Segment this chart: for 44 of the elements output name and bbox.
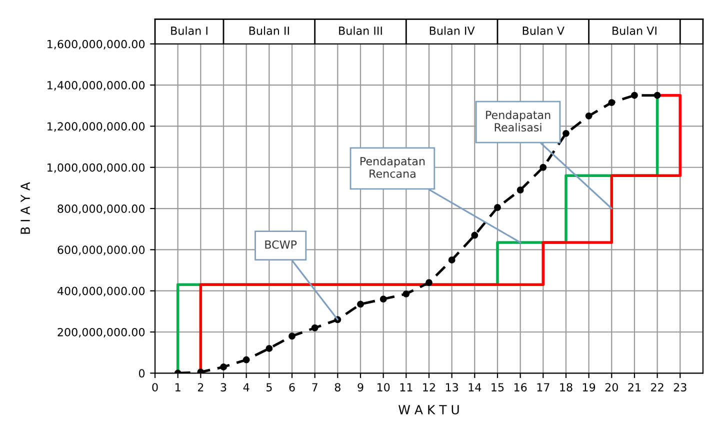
x-tick-label: 0 xyxy=(152,383,158,392)
x-tick-label: 3 xyxy=(220,383,226,392)
y-tick-label: 1,600,000,000.00 xyxy=(48,40,145,50)
x-tick-label: 14 xyxy=(468,383,482,392)
x-tick-label: 5 xyxy=(266,383,272,392)
y-tick-label: 1,200,000,000.00 xyxy=(48,122,145,132)
x-tick-label: 20 xyxy=(605,383,618,392)
annotation: Pendapatan Rencana xyxy=(360,156,425,178)
y-tick-label: 1,400,000,000.00 xyxy=(48,81,145,91)
y-tick-label: 0 xyxy=(138,369,145,378)
x-tick-label: 1 xyxy=(176,383,180,392)
x-tick-label: 21 xyxy=(628,383,641,392)
text: Bulan III xyxy=(339,26,382,35)
text: Bulan V xyxy=(522,26,564,35)
x-tick-label: 8 xyxy=(334,383,340,392)
y-tick-label: 200,000,000.00 xyxy=(58,328,145,338)
text: Bulan II xyxy=(249,26,289,35)
x-tick-label: 15 xyxy=(492,383,504,392)
text: Bulan I xyxy=(171,26,208,35)
x-axis-title: W A K T U xyxy=(398,405,459,414)
y-axis-title: B I A Y A xyxy=(20,182,30,234)
annotation: BCWP xyxy=(265,240,297,249)
annotation: Pendapatan Realisasi xyxy=(486,110,550,132)
x-tick-label: 16 xyxy=(514,383,527,392)
x-tick-label: 7 xyxy=(312,383,318,392)
y-tick-label: 600,000,000.00 xyxy=(58,246,145,256)
y-tick-label: 800,000,000.00 xyxy=(58,204,145,214)
y-tick-label: 1,000,000,000.00 xyxy=(48,163,145,173)
x-tick-label: 23 xyxy=(674,383,686,392)
x-tick-label: 18 xyxy=(560,383,572,392)
x-tick-label: 11 xyxy=(400,383,412,392)
x-tick-label: 17 xyxy=(537,383,550,392)
x-tick-label: 4 xyxy=(243,383,250,392)
x-tick-label: 22 xyxy=(651,383,664,392)
x-tick-label: 2 xyxy=(198,383,204,392)
text: Bulan VI xyxy=(612,26,656,35)
text: Bulan IV xyxy=(430,26,475,35)
y-tick-label: 400,000,000.00 xyxy=(57,286,145,296)
x-tick-label: 12 xyxy=(423,383,435,392)
x-tick-label: 10 xyxy=(377,383,390,392)
x-tick-label: 19 xyxy=(582,383,596,392)
x-tick-label: 13 xyxy=(446,383,458,392)
x-tick-label: 6 xyxy=(289,383,295,392)
x-tick-label: 9 xyxy=(358,383,364,392)
